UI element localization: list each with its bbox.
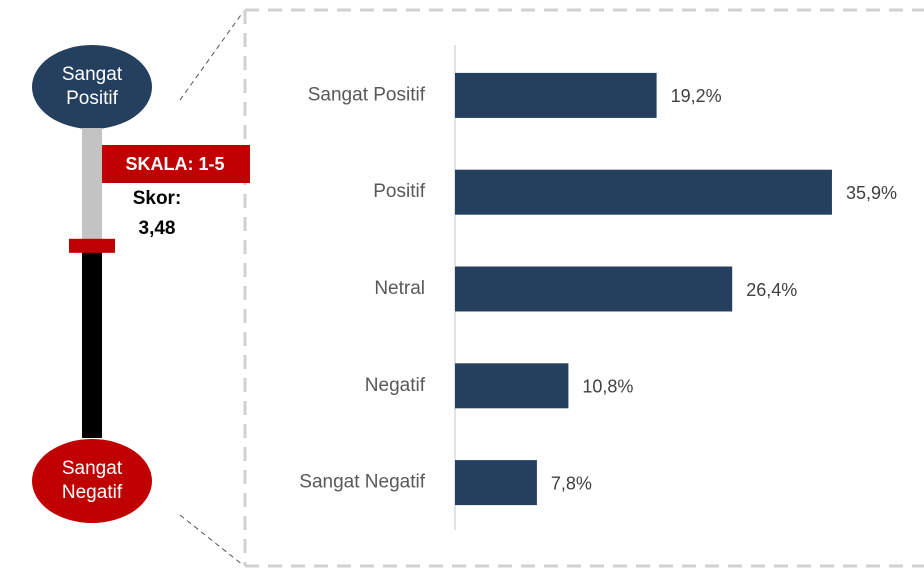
- bar: [455, 460, 537, 506]
- bottom-label: Sangat Negatif: [61, 458, 123, 503]
- scale-label: SKALA: 1-5: [125, 154, 224, 174]
- bottom-bubble: [32, 439, 152, 523]
- category-label: Sangat Positif: [308, 84, 426, 105]
- bar: [455, 363, 569, 409]
- track-lower: [82, 245, 102, 438]
- category-label: Sangat Negatif: [299, 472, 425, 493]
- value-label: 26,4%: [746, 280, 797, 300]
- zoom-lines: [179, 11, 244, 566]
- bar: [455, 169, 832, 215]
- value-label: 19,2%: [671, 86, 722, 106]
- score-marker: [69, 238, 115, 253]
- category-label: Negatif: [365, 375, 426, 396]
- score-label: 3,48: [138, 218, 176, 239]
- score-title: Skor:: [132, 188, 182, 209]
- top-label: Sangat Positif: [61, 64, 123, 109]
- scale-box: [100, 145, 250, 183]
- top-bubble: [32, 45, 152, 129]
- value-label: 35,9%: [846, 183, 897, 203]
- category-label: Positif: [373, 181, 425, 202]
- bar: [455, 72, 657, 118]
- value-label: 10,8%: [582, 377, 633, 397]
- bar: [455, 266, 733, 312]
- category-label: Netral: [374, 278, 425, 299]
- value-label: 7,8%: [551, 473, 592, 493]
- frame: [243, 8, 924, 568]
- track-upper: [82, 128, 102, 246]
